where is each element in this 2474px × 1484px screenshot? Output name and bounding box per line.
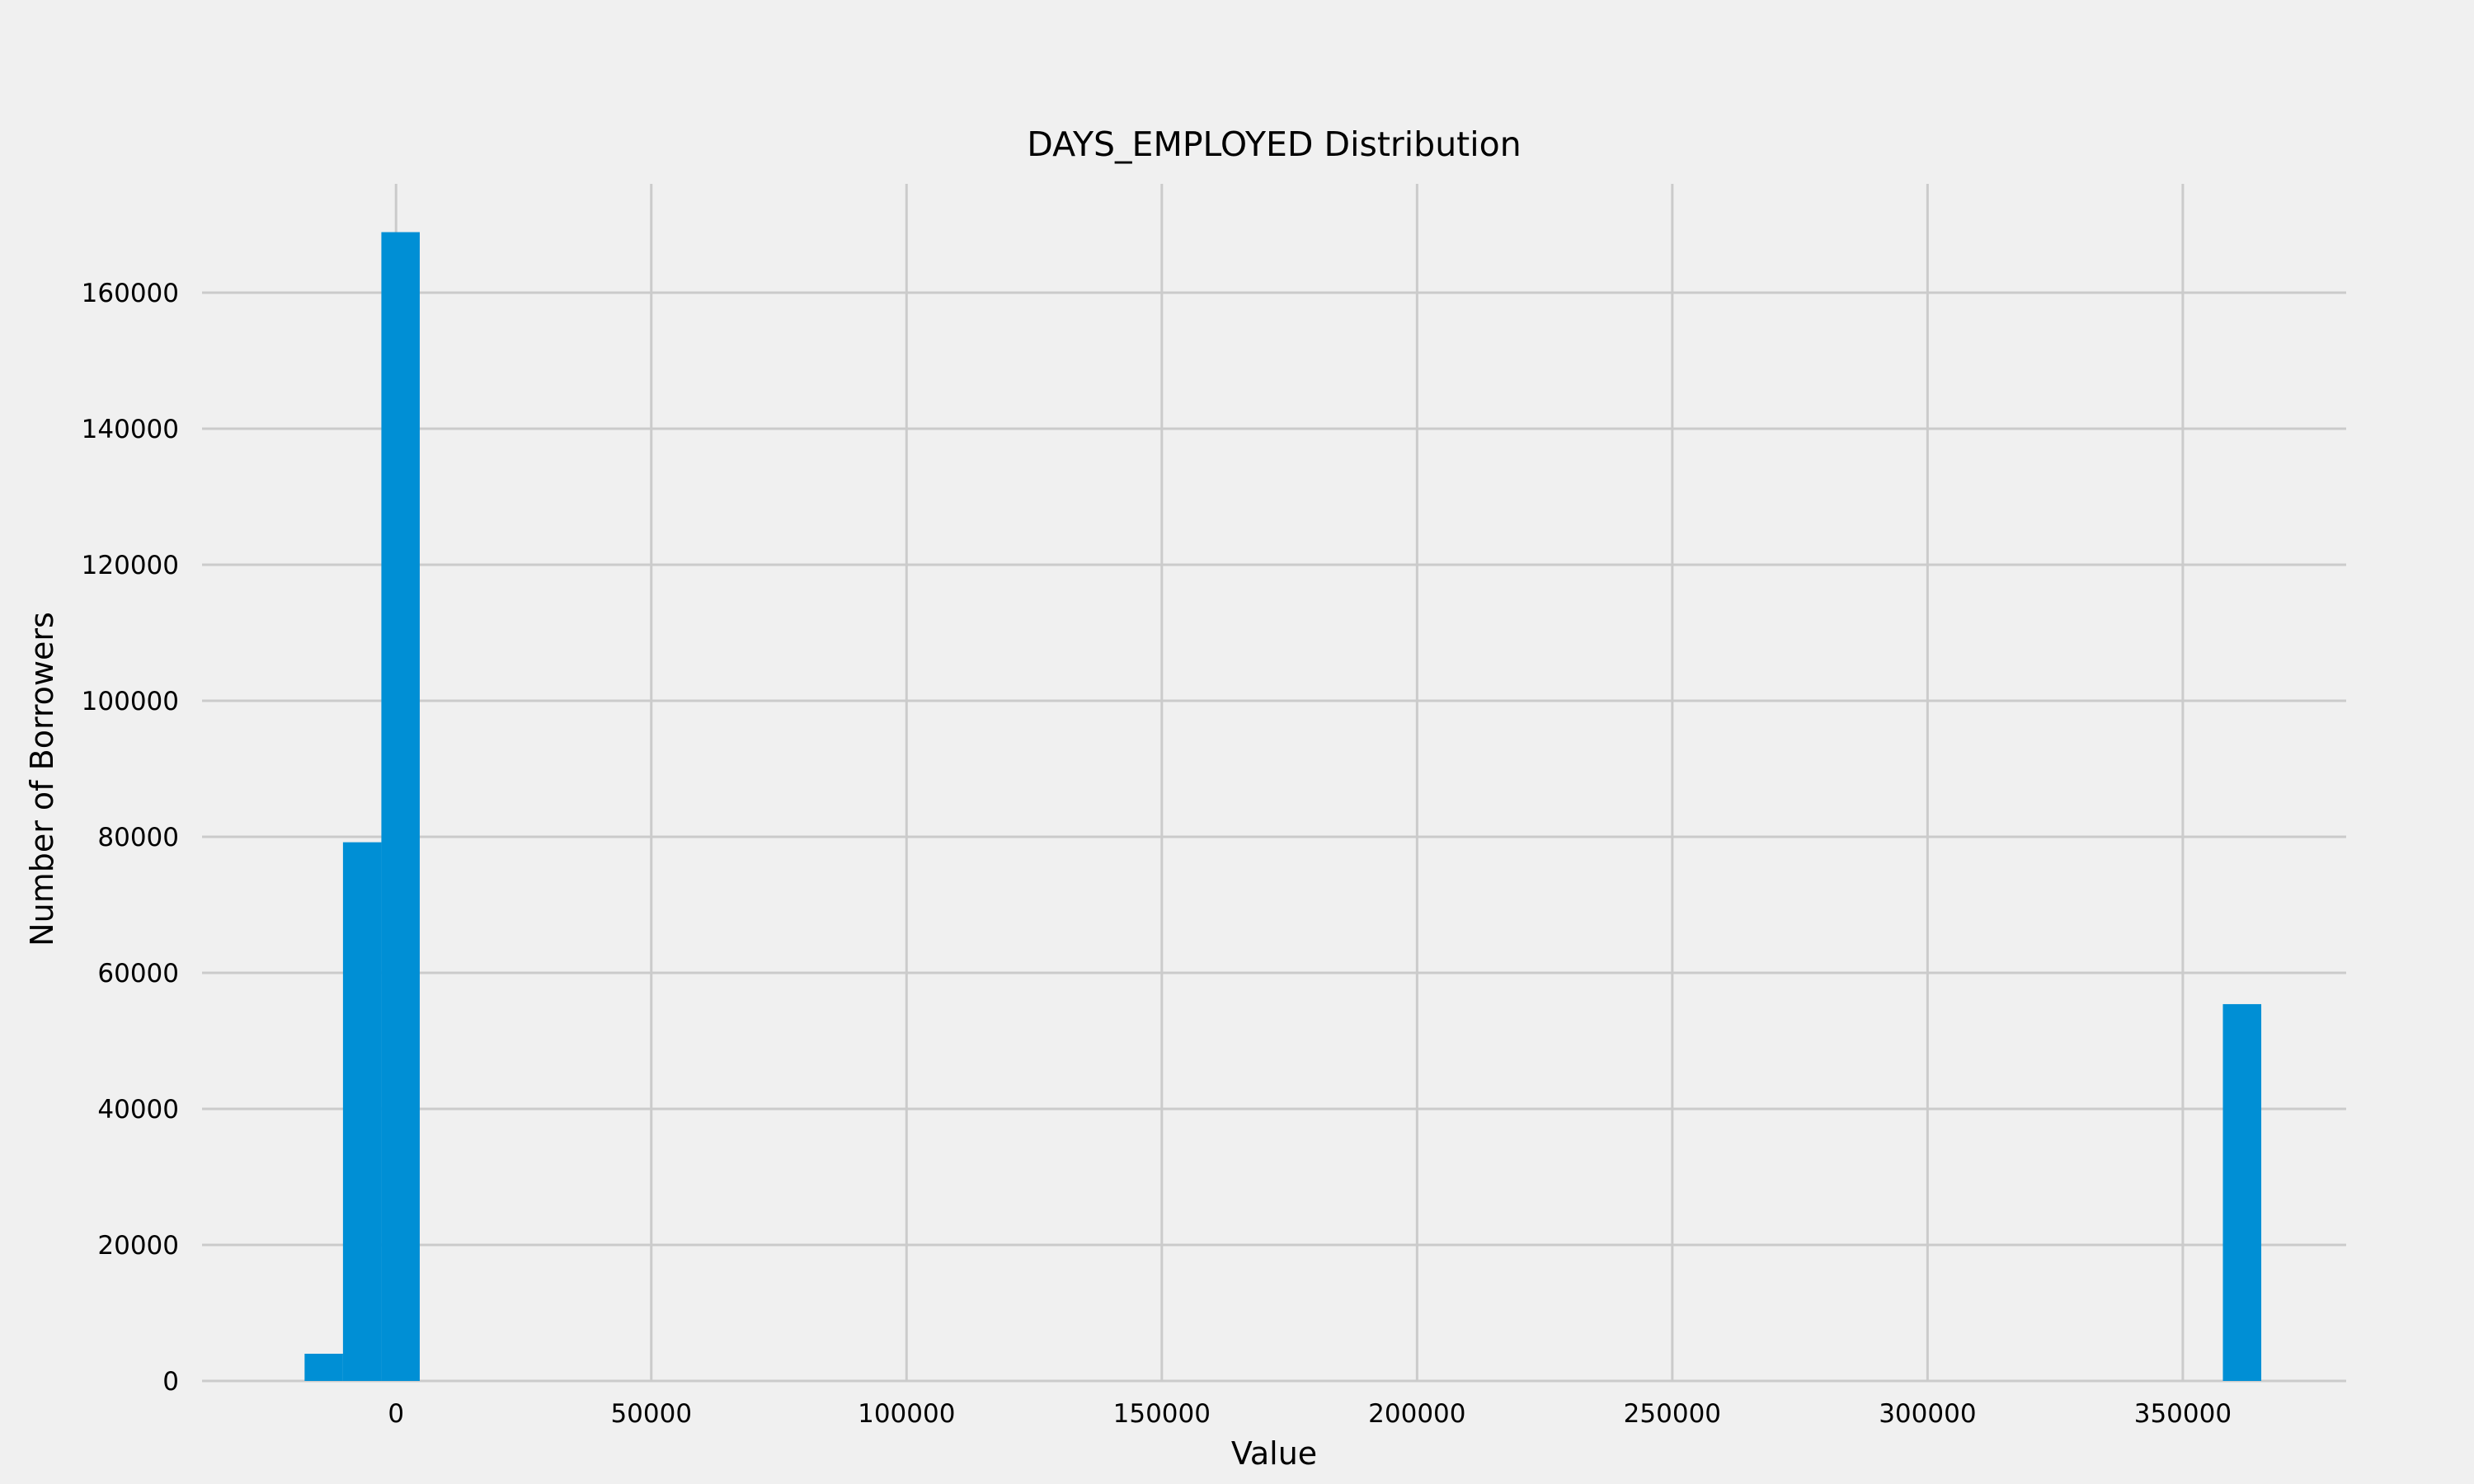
y-tick-label: 120000: [82, 551, 179, 580]
x-tick-label: 150000: [1113, 1399, 1211, 1429]
x-tick-label: 200000: [1368, 1399, 1465, 1429]
x-axis-label: Value: [1231, 1435, 1317, 1472]
y-tick-label: 100000: [82, 687, 179, 716]
y-tick-label: 20000: [97, 1231, 179, 1261]
y-tick-label: 160000: [82, 279, 179, 308]
y-tick-label: 0: [162, 1367, 179, 1397]
y-tick-labels: 0 20000 40000 60000 80000 100000 120000 140000 1…: [82, 279, 179, 1397]
x-grid: [394, 184, 2185, 1381]
x-tick-label: 100000: [858, 1399, 955, 1429]
x-tick-label: 350000: [2134, 1399, 2232, 1429]
y-tick-label: 140000: [82, 415, 179, 444]
x-tick-label: 50000: [610, 1399, 692, 1429]
histogram-bar: [304, 1354, 343, 1381]
y-tick-label: 40000: [97, 1095, 179, 1125]
x-tick-labels: 0 50000 100000 150000 200000 250000 300000 3500…: [388, 1399, 2232, 1429]
x-tick-label: 250000: [1624, 1399, 1721, 1429]
histogram-bar: [2222, 1003, 2262, 1381]
y-tick-label: 80000: [97, 823, 179, 852]
histogram-bar: [381, 232, 420, 1382]
y-grid: [202, 291, 2346, 1383]
chart-title: DAYS_EMPLOYED Distribution: [1027, 124, 1521, 164]
y-axis-label: Number of Borrowers: [24, 612, 60, 946]
x-tick-label: 300000: [1879, 1399, 1976, 1429]
x-tick-label: 0: [388, 1399, 404, 1429]
bars: [304, 232, 2262, 1382]
histogram-bar: [342, 842, 382, 1381]
y-tick-label: 60000: [97, 959, 179, 989]
